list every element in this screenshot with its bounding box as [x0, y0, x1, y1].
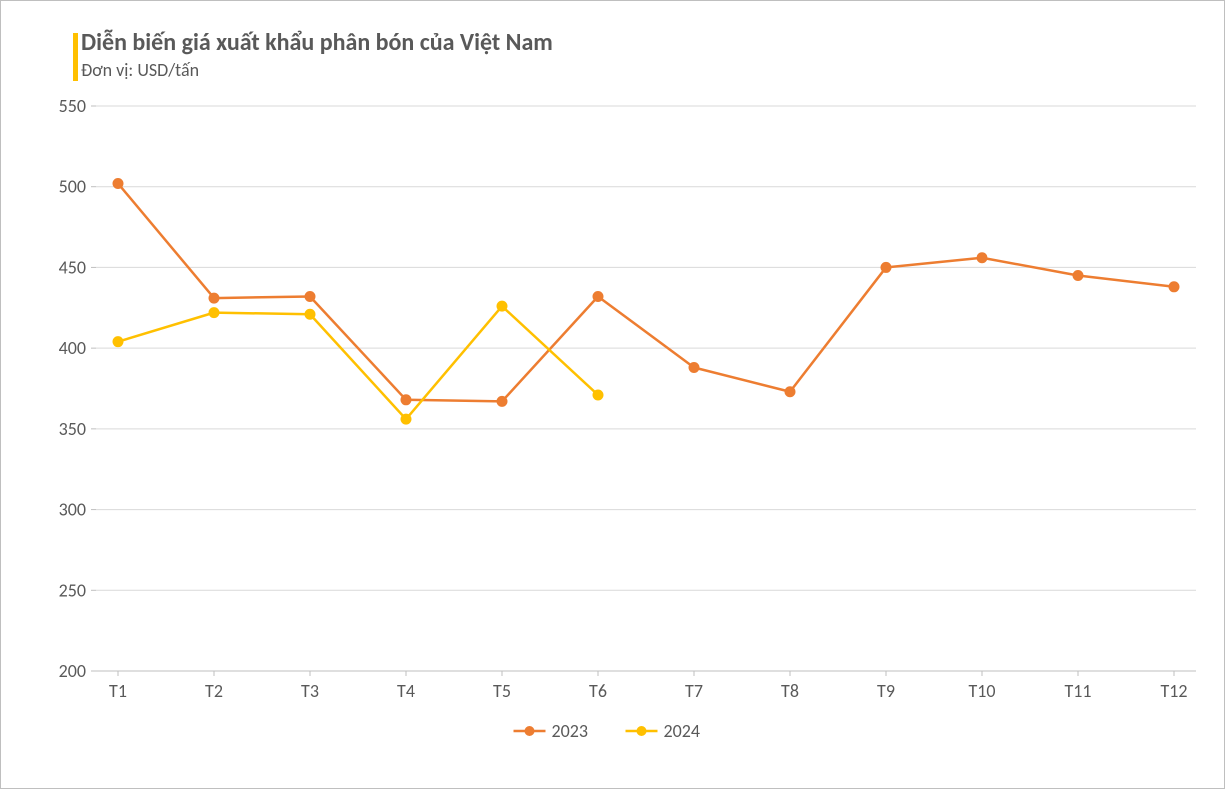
series-point-2023: [593, 291, 603, 301]
series-point-2024: [497, 301, 507, 311]
series-point-2024: [593, 390, 603, 400]
chart-svg: 200 250 300 350 400 450 500 550 T1 T2 T3 T4 T5 T6 T7 T8…: [41, 91, 1206, 751]
series-point-2023: [209, 293, 219, 303]
y-tick-label: 400: [59, 337, 86, 359]
y-tick-label: 500: [59, 176, 86, 198]
y-tick-label: 450: [59, 256, 86, 278]
series-point-2024: [113, 337, 123, 347]
series-point-2024: [305, 309, 315, 319]
y-tick-label: 250: [59, 579, 86, 601]
x-tick-label: T9: [877, 680, 895, 702]
x-tick-label: T7: [685, 680, 703, 702]
x-tick-label: T2: [205, 680, 223, 702]
x-tick-label: T11: [1064, 680, 1091, 702]
legend-marker-2023: [525, 726, 535, 736]
series-point-2024: [401, 414, 411, 424]
x-tick-label: T3: [301, 680, 319, 702]
series-point-2023: [977, 253, 987, 263]
title-accent-bar: [73, 33, 78, 81]
plot-area: 200 250 300 350 400 450 500 550 T1 T2 T3 T4 T5 T6 T7 T8…: [41, 91, 1206, 751]
chart-frame: Diễn biến giá xuất khẩu phân bón của Việ…: [0, 0, 1225, 789]
series-point-2024: [209, 308, 219, 318]
series-line-2024: [118, 306, 598, 419]
series-line-2023: [118, 183, 1174, 401]
y-tick-label: 300: [59, 499, 86, 521]
series-point-2023: [1169, 282, 1179, 292]
x-tick-label: T4: [397, 680, 415, 702]
legend-label-2024: 2024: [664, 720, 701, 742]
series-point-2023: [113, 178, 123, 188]
y-tick-label: 350: [59, 418, 86, 440]
series-point-2023: [881, 262, 891, 272]
y-tick-label: 200: [59, 660, 86, 682]
legend-marker-2024: [637, 726, 647, 736]
x-tick-label: T1: [109, 680, 127, 702]
series-point-2023: [497, 396, 507, 406]
x-tick-label: T8: [781, 680, 799, 702]
x-tick-label: T12: [1160, 680, 1187, 702]
series-point-2023: [689, 363, 699, 373]
chart-title-block: Diễn biến giá xuất khẩu phân bón của Việ…: [81, 29, 553, 81]
x-tick-label: T10: [968, 680, 995, 702]
chart-subtitle: Đơn vị: USD/tấn: [81, 60, 553, 82]
series-point-2023: [785, 387, 795, 397]
chart-title: Diễn biến giá xuất khẩu phân bón của Việ…: [81, 29, 553, 58]
series-point-2023: [1073, 271, 1083, 281]
series-point-2023: [401, 395, 411, 405]
legend-label-2023: 2023: [552, 720, 589, 742]
y-tick-label: 550: [59, 95, 86, 117]
x-tick-label: T5: [493, 680, 511, 702]
series-point-2023: [305, 291, 315, 301]
x-tick-label: T6: [589, 680, 607, 702]
